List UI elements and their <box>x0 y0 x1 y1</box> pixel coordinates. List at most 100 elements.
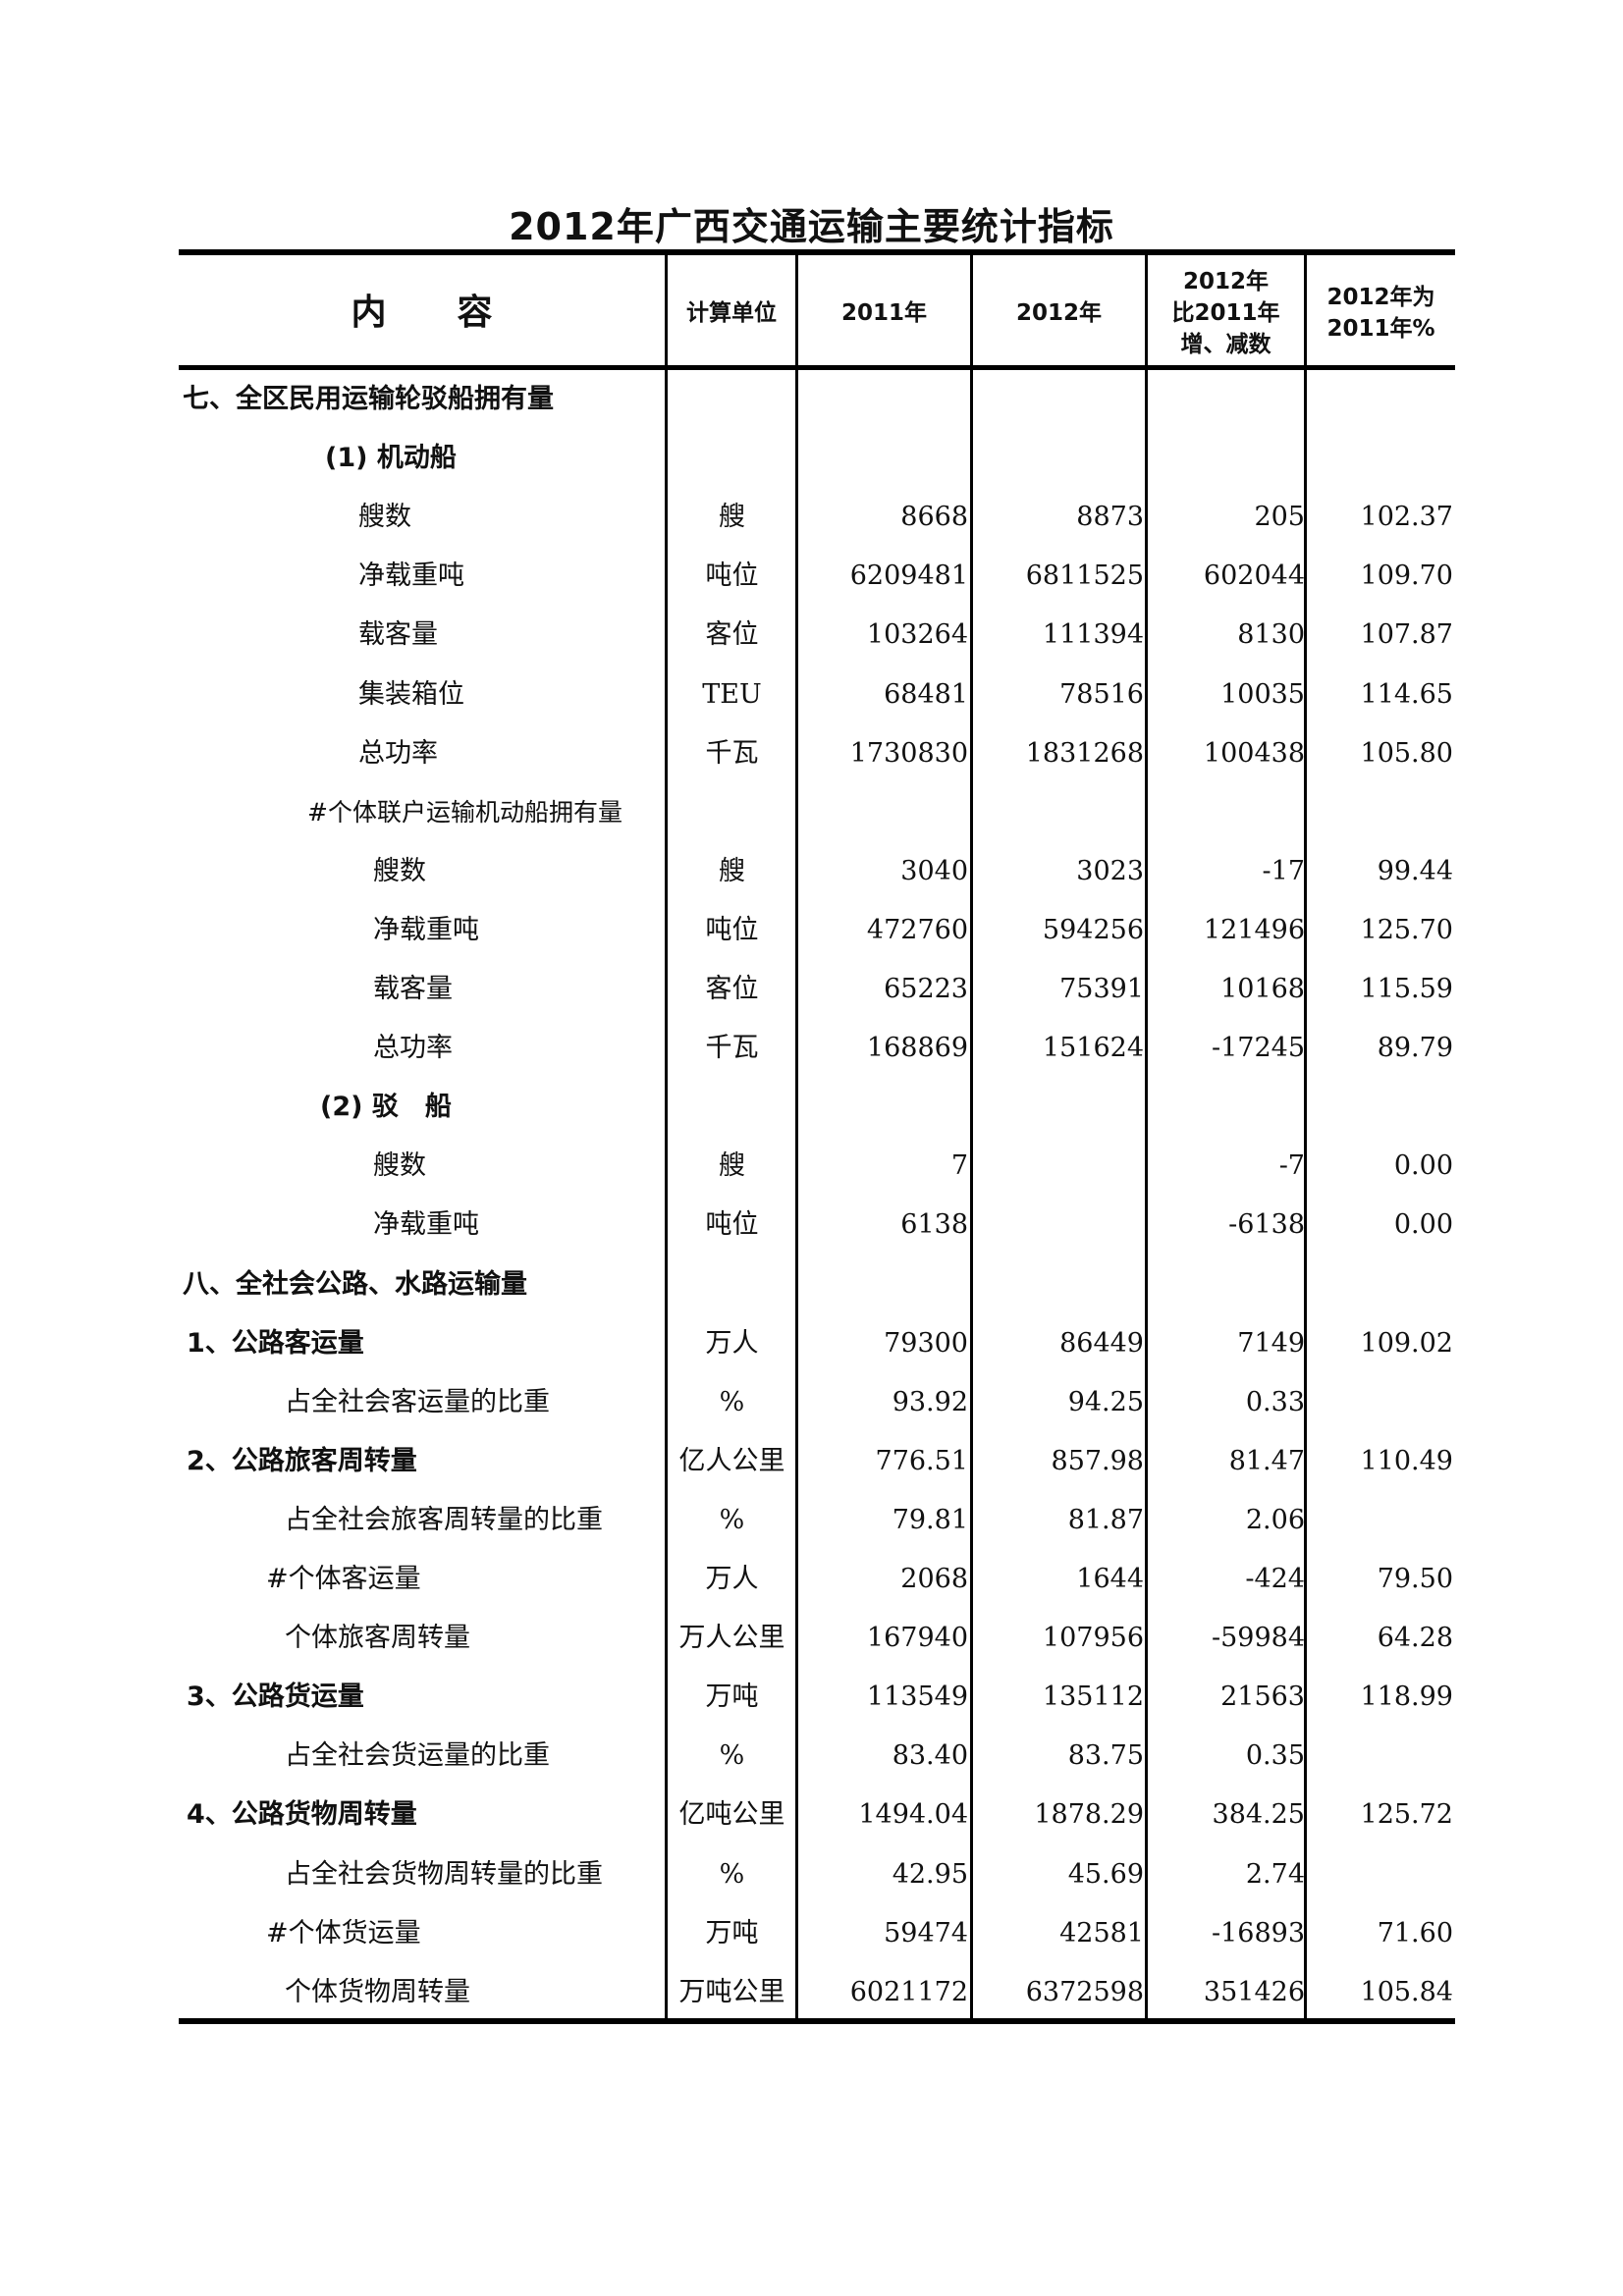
percent-of-2011: 107.87 <box>1360 619 1453 651</box>
table-row: 总功率 千瓦 168869 151624 -17245 89.79 <box>179 1019 1455 1078</box>
change-vs-2011: 0.33 <box>1245 1386 1305 1417</box>
table-row: 2、公路旅客周转量 亿人公里 776.51 857.98 81.47 110.49 <box>179 1432 1455 1491</box>
change-vs-2011: -17 <box>1262 855 1305 886</box>
row-label: 2、公路旅客周转量 <box>187 1445 417 1476</box>
value-2011: 2068 <box>900 1564 968 1594</box>
value-2012: 8873 <box>1076 502 1144 533</box>
header-2012: 2012年 <box>1015 300 1102 326</box>
value-2012 <box>971 1078 1144 1137</box>
change-vs-2011: 602044 <box>1203 561 1305 592</box>
header-diff: 2012年 比2011年 增、减数 <box>1148 257 1304 369</box>
change-vs-2011: 7149 <box>1237 1327 1305 1359</box>
percent-of-2011 <box>1308 1845 1453 1904</box>
value-2012: 151624 <box>1042 1033 1144 1064</box>
table-row: 载客量 客位 103264 111394 8130 107.87 <box>179 606 1455 665</box>
row-label: 个体货物周转量 <box>285 1976 470 2007</box>
row-label: 4、公路货物周转量 <box>187 1799 417 1831</box>
table-row: 个体旅客周转量 万人公里 167940 107956 -59984 64.28 <box>179 1609 1455 1668</box>
table-row: 1、公路客运量 万人 79300 86449 7149 109.02 <box>179 1314 1455 1373</box>
column-divider <box>970 253 973 2021</box>
percent-of-2011: 125.70 <box>1360 914 1453 945</box>
column-divider <box>1145 253 1148 2021</box>
change-vs-2011: 10168 <box>1220 974 1305 1004</box>
value-2012 <box>971 783 1144 842</box>
percent-of-2011: 114.65 <box>1360 678 1453 710</box>
value-2011: 68481 <box>884 678 968 710</box>
value-2011: 59474 <box>884 1917 968 1949</box>
value-2012: 107956 <box>1042 1623 1144 1654</box>
value-2011: 1494.04 <box>858 1799 968 1831</box>
value-2011: 65223 <box>884 974 968 1004</box>
row-label: 艘数 <box>358 502 411 533</box>
percent-of-2011: 110.49 <box>1360 1445 1453 1476</box>
row-unit: 客位 <box>705 974 759 1004</box>
percent-of-2011 <box>1308 429 1453 488</box>
change-vs-2011 <box>1147 370 1305 429</box>
value-2011: 79.81 <box>892 1504 968 1535</box>
value-2012: 78516 <box>1059 678 1144 710</box>
value-2011: 6138 <box>900 1209 968 1241</box>
percent-of-2011 <box>1308 1255 1453 1314</box>
value-2011: 167940 <box>866 1623 968 1654</box>
table-row: 个体货物周转量 万吨公里 6021172 6372598 351426 105.84 <box>179 1963 1455 2022</box>
row-unit <box>667 370 797 429</box>
row-label: 占全社会客运量的比重 <box>285 1386 550 1417</box>
change-vs-2011 <box>1147 1255 1305 1314</box>
table-row: 载客量 客位 65223 75391 10168 115.59 <box>179 960 1455 1019</box>
table-row: 占全社会货运量的比重% 83.40 83.75 0.35 <box>179 1727 1455 1786</box>
value-2011: 42.95 <box>892 1858 968 1890</box>
percent-of-2011 <box>1308 1491 1453 1550</box>
row-label: #个体联户运输机动船拥有量 <box>307 797 622 827</box>
value-2011: 83.40 <box>892 1740 968 1772</box>
value-2012: 6811525 <box>1025 561 1144 592</box>
header-diff-line: 比2011年 <box>1171 300 1280 326</box>
percent-of-2011: 99.44 <box>1377 855 1453 886</box>
row-unit: 亿吨公里 <box>678 1799 785 1831</box>
header-diff-line: 2012年 <box>1182 269 1269 294</box>
column-divider <box>665 253 668 2021</box>
header-unit: 计算单位 <box>686 300 777 326</box>
percent-of-2011: 64.28 <box>1377 1623 1453 1654</box>
value-2011: 6209481 <box>849 561 968 592</box>
table-row: #个体联户运输机动船拥有量 <box>179 783 1455 842</box>
value-2012: 135112 <box>1042 1682 1144 1713</box>
percent-of-2011: 118.99 <box>1360 1682 1453 1713</box>
row-label: 总功率 <box>358 737 438 769</box>
row-unit: 吨位 <box>705 914 759 945</box>
value-2011: 6021172 <box>849 1976 968 2007</box>
header-pct-line: 2012年为 <box>1326 285 1435 310</box>
row-unit: 亿人公里 <box>678 1445 785 1476</box>
value-2011: 1730830 <box>849 737 968 769</box>
table-top-border <box>179 249 1455 255</box>
row-unit: 艘 <box>719 1150 745 1182</box>
table-row: (1) 机动船 <box>179 429 1455 488</box>
change-vs-2011: -16893 <box>1211 1917 1305 1949</box>
change-vs-2011: 205 <box>1254 502 1305 533</box>
change-vs-2011: 351426 <box>1203 1976 1305 2007</box>
table-row: #个体客运量 万人 2068 1644 -424 79.50 <box>179 1550 1455 1609</box>
row-unit: 万吨公里 <box>678 1976 785 2007</box>
percent-of-2011 <box>1308 370 1453 429</box>
value-2011: 8668 <box>900 502 968 533</box>
value-2012: 81.87 <box>1067 1504 1144 1535</box>
change-vs-2011: 2.74 <box>1245 1858 1305 1890</box>
row-label: 七、全区民用运输轮驳船拥有量 <box>183 384 554 414</box>
row-label: #个体客运量 <box>266 1564 421 1594</box>
value-2012: 3023 <box>1076 855 1144 886</box>
value-2012 <box>971 370 1144 429</box>
value-2011 <box>797 783 968 842</box>
row-label: 个体旅客周转量 <box>285 1623 470 1654</box>
value-2012: 6372598 <box>1025 1976 1144 2007</box>
row-unit: % <box>719 1386 745 1417</box>
value-2012: 45.69 <box>1067 1858 1144 1890</box>
change-vs-2011: -17245 <box>1211 1033 1305 1064</box>
change-vs-2011 <box>1147 783 1305 842</box>
row-unit: 万吨 <box>705 1917 759 1949</box>
row-unit: 千瓦 <box>705 737 759 769</box>
row-unit: 吨位 <box>705 561 759 592</box>
row-label: 净载重吨 <box>373 1209 479 1241</box>
row-label: (1) 机动船 <box>325 443 457 474</box>
value-2011: 103264 <box>866 619 968 651</box>
row-label: 3、公路货运量 <box>187 1682 364 1713</box>
change-vs-2011: -7 <box>1278 1150 1305 1182</box>
